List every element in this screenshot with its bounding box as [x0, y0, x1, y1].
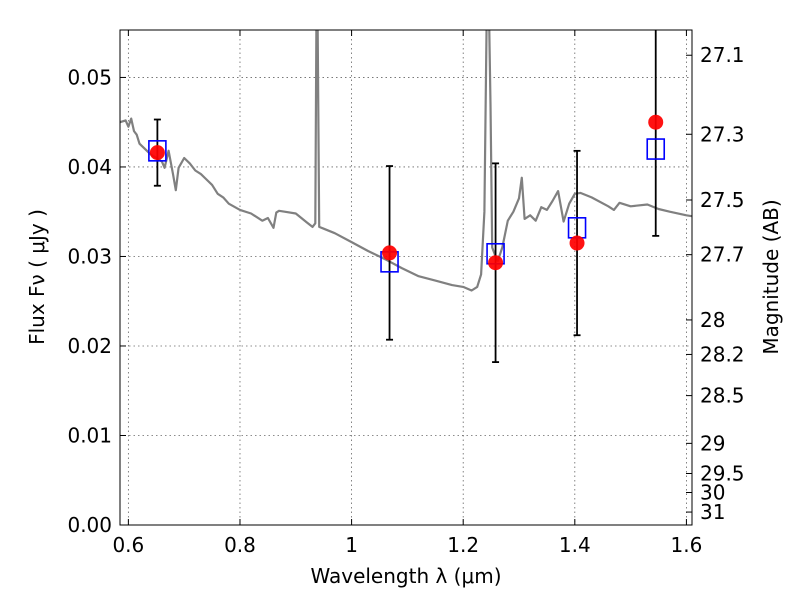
- magnitude-tick-label: 29.5: [700, 461, 745, 485]
- x-axis: 0.6 0.8 1 1.2 1.4 1.6: [112, 30, 702, 557]
- x-tick-label: 0.6: [112, 533, 144, 557]
- grid-lines: [120, 30, 692, 526]
- y-tick-label: 0.04: [67, 155, 112, 179]
- errorbar-layer: [153, 30, 660, 363]
- y-tick-label: 0.02: [67, 334, 112, 358]
- magnitude-tick-label: 28: [700, 308, 725, 332]
- observed-photometry-point: [648, 114, 664, 130]
- magnitude-tick-label: 27.1: [700, 43, 745, 67]
- x-tick-label: 1.2: [447, 533, 479, 557]
- magnitude-tick-label: 27.5: [700, 188, 745, 212]
- model-spectrum-line: [120, 30, 692, 292]
- y-tick-label: 0.05: [67, 65, 112, 89]
- y-tick-label: 0.00: [67, 513, 112, 537]
- x-tick-label: 1: [345, 533, 358, 557]
- magnitude-tick-label: 27.3: [700, 122, 745, 146]
- y-axis-label: Flux Fν ( μJy ): [25, 209, 49, 345]
- observed-photometry-point: [382, 245, 398, 261]
- model-photometry-layer: [148, 138, 666, 273]
- observed-photometry-point: [569, 235, 585, 251]
- magnitude-tick-label: 30: [700, 481, 725, 505]
- magnitude-tick-label: 31: [700, 500, 725, 524]
- magnitude-tick-label: 28.5: [700, 384, 745, 408]
- y-tick-label: 0.01: [67, 423, 112, 447]
- magnitude-tick-label: 27.7: [700, 243, 745, 267]
- x-axis-label: Wavelength λ (μm): [310, 564, 501, 588]
- y-tick-label: 0.03: [67, 244, 112, 268]
- magnitude-tick-label: 29: [700, 431, 725, 455]
- magnitude-axis-label: Magnitude (AB): [759, 199, 783, 354]
- x-tick-label: 1.6: [671, 533, 703, 557]
- model-spectrum-layer: [120, 30, 692, 292]
- observed-photometry-point: [488, 255, 504, 271]
- observed-photometry-layer: [149, 114, 664, 271]
- model-photometry-square: [646, 138, 666, 160]
- model-photometry-square: [148, 140, 167, 162]
- y-axis: 0.00 0.01 0.02 0.03 0.04 0.05: [67, 65, 126, 537]
- plot-frame: [119, 29, 693, 526]
- magnitude-tick-label: 28.2: [700, 342, 745, 366]
- x-tick-label: 0.8: [224, 533, 256, 557]
- x-tick-label: 1.4: [559, 533, 591, 557]
- observed-photometry-point: [149, 145, 165, 161]
- plot-area: [120, 30, 692, 363]
